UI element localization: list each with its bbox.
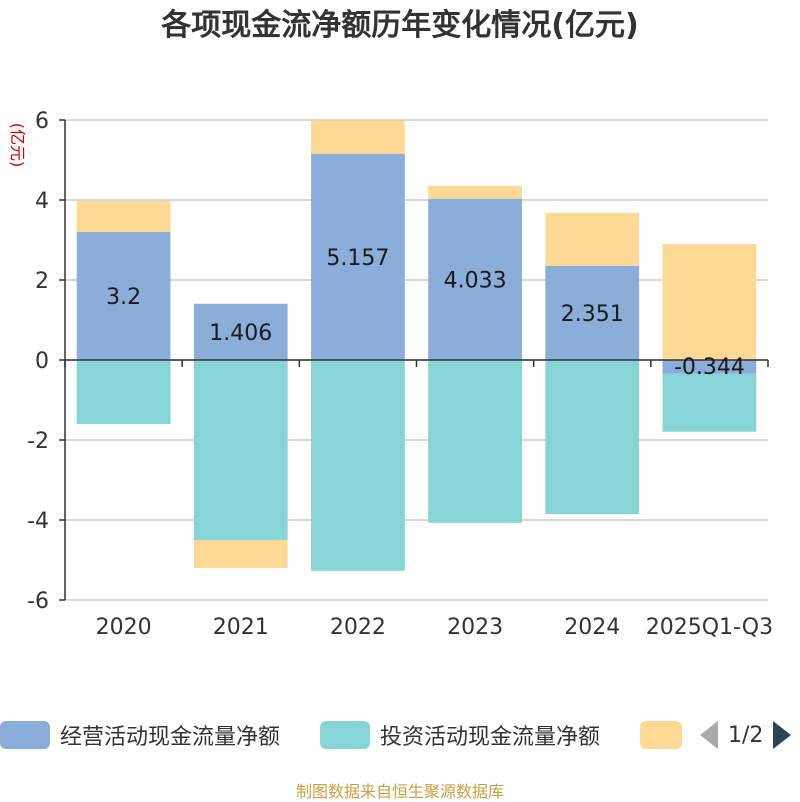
x-tick-label: 2021 — [213, 615, 269, 640]
bar-series1-2024[interactable] — [545, 360, 640, 514]
chevron-left-icon[interactable] — [700, 721, 718, 749]
bar-series1-2023[interactable] — [428, 360, 522, 523]
bar-series2-2022[interactable] — [311, 120, 405, 154]
y-tick-label: 0 — [35, 349, 49, 374]
bar-series0-2025Q1-Q3[interactable] — [662, 360, 757, 374]
bar-series2-2021[interactable] — [193, 540, 288, 568]
bar-series0-2024[interactable] — [545, 265, 640, 360]
chevron-right-icon[interactable] — [773, 721, 792, 749]
data-label: 3.2 — [106, 285, 141, 310]
bar-series2-2025Q1-Q3[interactable] — [662, 244, 757, 360]
legend-item-third[interactable] — [640, 720, 682, 750]
bar-series1-2020[interactable] — [76, 360, 171, 424]
y-tick-label: -2 — [27, 429, 49, 454]
y-tick-label: -4 — [27, 509, 49, 534]
legend-pager: 1/2 — [700, 720, 792, 750]
bar-series0-2020[interactable] — [76, 232, 171, 360]
legend: 经营活动现金流量净额 投资活动现金流量净额 1/2 — [0, 716, 800, 754]
legend-label-operating: 经营活动现金流量净额 — [60, 725, 281, 750]
data-label: 1.406 — [209, 321, 272, 346]
y-tick-label: 6 — [35, 109, 49, 134]
legend-swatch-investing — [320, 721, 370, 749]
bar-series0-2021[interactable] — [193, 303, 288, 360]
data-label: 5.157 — [326, 246, 389, 271]
bar-series2-2020[interactable] — [76, 200, 171, 232]
x-tick-label: 2022 — [330, 615, 386, 640]
data-label: 2.351 — [561, 302, 624, 327]
y-axis-label: (亿元) — [8, 123, 27, 168]
legend-label-investing: 投资活动现金流量净额 — [380, 725, 601, 750]
legend-item-operating[interactable]: 经营活动现金流量净额 — [0, 720, 280, 750]
source-note: 制图数据来自恒生聚源数据库 — [295, 782, 504, 801]
x-tick-label: 2020 — [96, 615, 152, 640]
y-tick-label: 2 — [35, 269, 49, 294]
bar-series1-2022[interactable] — [311, 360, 405, 571]
x-tick-label: 2024 — [564, 615, 620, 640]
data-label: -0.344 — [674, 355, 745, 380]
legend-page-indicator: 1/2 — [728, 722, 764, 748]
legend-item-investing[interactable]: 投资活动现金流量净额 — [320, 720, 600, 750]
bar-series2-2023[interactable] — [428, 185, 522, 199]
chart-title: 各项现金流净额历年变化情况(亿元) — [161, 8, 639, 43]
bar-series0-2023[interactable] — [428, 198, 522, 360]
bar-series0-2022[interactable] — [311, 153, 405, 360]
x-tick-label: 2025Q1-Q3 — [646, 615, 773, 640]
data-label: 4.033 — [444, 268, 507, 293]
bar-series1-2025Q1-Q3[interactable] — [662, 373, 757, 432]
bar-series1-2021[interactable] — [193, 360, 288, 540]
legend-swatch-operating — [0, 721, 50, 749]
x-tick-label: 2023 — [447, 615, 503, 640]
bar-series2-2024[interactable] — [545, 212, 640, 266]
y-tick-label: 4 — [35, 189, 49, 214]
legend-swatch-third — [640, 721, 682, 749]
y-tick-label: -6 — [27, 589, 49, 614]
